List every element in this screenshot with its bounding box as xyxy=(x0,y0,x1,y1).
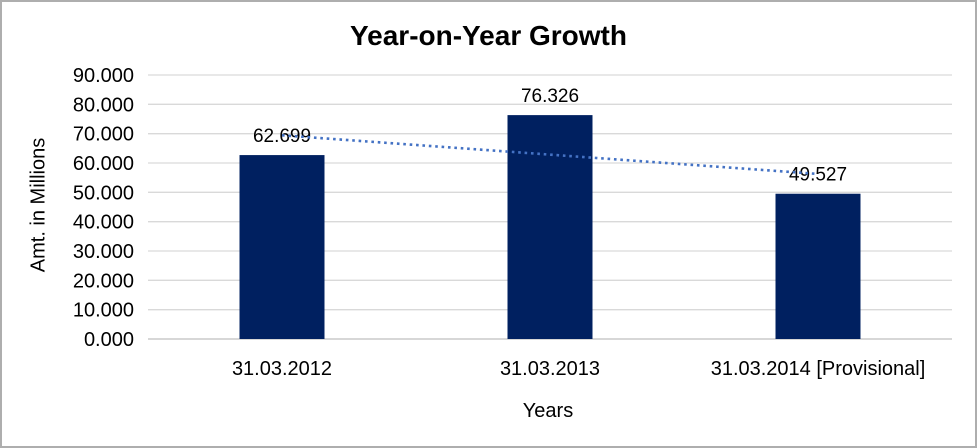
x-category-label: 31.03.2013 xyxy=(500,358,600,380)
y-tick-label: 50.000 xyxy=(73,182,134,204)
bar-31.03.2012 xyxy=(239,155,325,339)
x-category-label: 31.03.2012 xyxy=(232,358,332,380)
bar-31.03.2014 [Provisional] xyxy=(775,193,861,339)
y-tick-label: 0.000 xyxy=(84,329,134,351)
y-tick-label: 30.000 xyxy=(73,241,134,263)
y-tick-label: 90.000 xyxy=(73,65,134,87)
y-tick-label: 80.000 xyxy=(73,94,134,116)
y-axis-title: Amt. in Millions xyxy=(27,137,50,273)
bar-value-label: 49.527 xyxy=(789,165,847,186)
bar-31.03.2013 xyxy=(507,115,593,339)
y-tick-label: 60.000 xyxy=(73,153,134,175)
y-tick-label: 10.000 xyxy=(73,300,134,322)
x-category-label: 31.03.2014 [Provisional] xyxy=(711,358,926,380)
y-tick-label: 40.000 xyxy=(73,212,134,234)
chart-title: Year-on-Year Growth xyxy=(350,20,627,51)
bar-value-label: 76.326 xyxy=(521,86,579,107)
y-tick-label: 70.000 xyxy=(73,124,134,146)
x-axis-title: Years xyxy=(522,400,574,422)
y-tick-label: 20.000 xyxy=(73,270,134,292)
